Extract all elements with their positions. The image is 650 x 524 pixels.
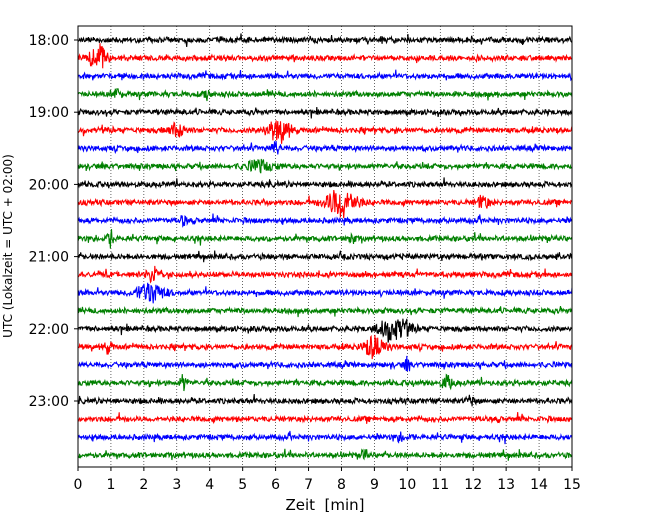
x-tick-label: 3 — [172, 477, 181, 493]
x-tick-label: 9 — [370, 477, 379, 493]
x-tick-label: 4 — [205, 477, 214, 493]
trace-row-21 — [77, 412, 573, 425]
x-axis-label: Zeit [min] — [285, 496, 364, 514]
trace-row-22 — [77, 430, 573, 445]
trace-row-19 — [77, 373, 573, 392]
x-tick-label: 5 — [238, 477, 247, 493]
trace-row-13 — [77, 265, 573, 284]
x-tick-label: 12 — [464, 477, 482, 493]
x-axis-ticks: 0 1 2 3 4 5 6 7 8 9 10 11 12 13 14 15 — [74, 467, 581, 493]
x-tick-label: 6 — [271, 477, 280, 493]
trace-row-2 — [77, 69, 573, 82]
trace-row-23 — [77, 448, 573, 461]
trace-row-5 — [77, 120, 573, 144]
x-tick-label: 2 — [139, 477, 148, 493]
y-axis-ticks: 18:00 19:00 20:00 21:00 22:00 23:00 — [29, 33, 78, 410]
trace-row-9 — [77, 190, 573, 219]
plot-frame — [77, 25, 573, 468]
trace-row-3 — [77, 88, 573, 102]
x-tick-label: 10 — [398, 477, 416, 493]
trace-row-1 — [77, 43, 572, 69]
x-tick-label: 14 — [530, 477, 548, 493]
x-tick-label: 0 — [74, 477, 83, 493]
y-tick-label: 21:00 — [29, 250, 69, 266]
x-tick-label: 15 — [563, 477, 581, 493]
trace-row-11 — [77, 229, 573, 249]
trace-row-0 — [77, 33, 573, 47]
y-tick-label: 18:00 — [29, 33, 69, 49]
y-tick-label: 19:00 — [29, 105, 69, 121]
y-axis-label: UTC (Lokalzeit = UTC + 02:00) — [1, 154, 15, 338]
trace-row-16 — [77, 318, 573, 343]
y-tick-label: 23:00 — [29, 394, 69, 410]
trace-row-6 — [77, 140, 573, 155]
y-tick-label: 22:00 — [29, 322, 69, 338]
y-tick-label: 20:00 — [29, 177, 69, 193]
x-tick-label: 7 — [304, 477, 313, 493]
trace-row-17 — [77, 334, 573, 360]
trace-row-10 — [77, 213, 573, 228]
trace-row-20 — [77, 393, 573, 407]
x-tick-label: 8 — [337, 477, 346, 493]
trace-row-4 — [77, 107, 573, 119]
trace-row-18 — [77, 355, 573, 372]
trace-row-7 — [77, 158, 573, 174]
seismic-traces — [77, 33, 573, 461]
trace-row-15 — [77, 305, 573, 318]
trace-row-8 — [77, 177, 573, 190]
x-tick-label: 1 — [106, 477, 115, 493]
x-tick-label: 13 — [497, 477, 515, 493]
trace-row-14 — [77, 282, 573, 304]
x-tick-label: 11 — [431, 477, 449, 493]
trace-row-12 — [77, 250, 573, 263]
